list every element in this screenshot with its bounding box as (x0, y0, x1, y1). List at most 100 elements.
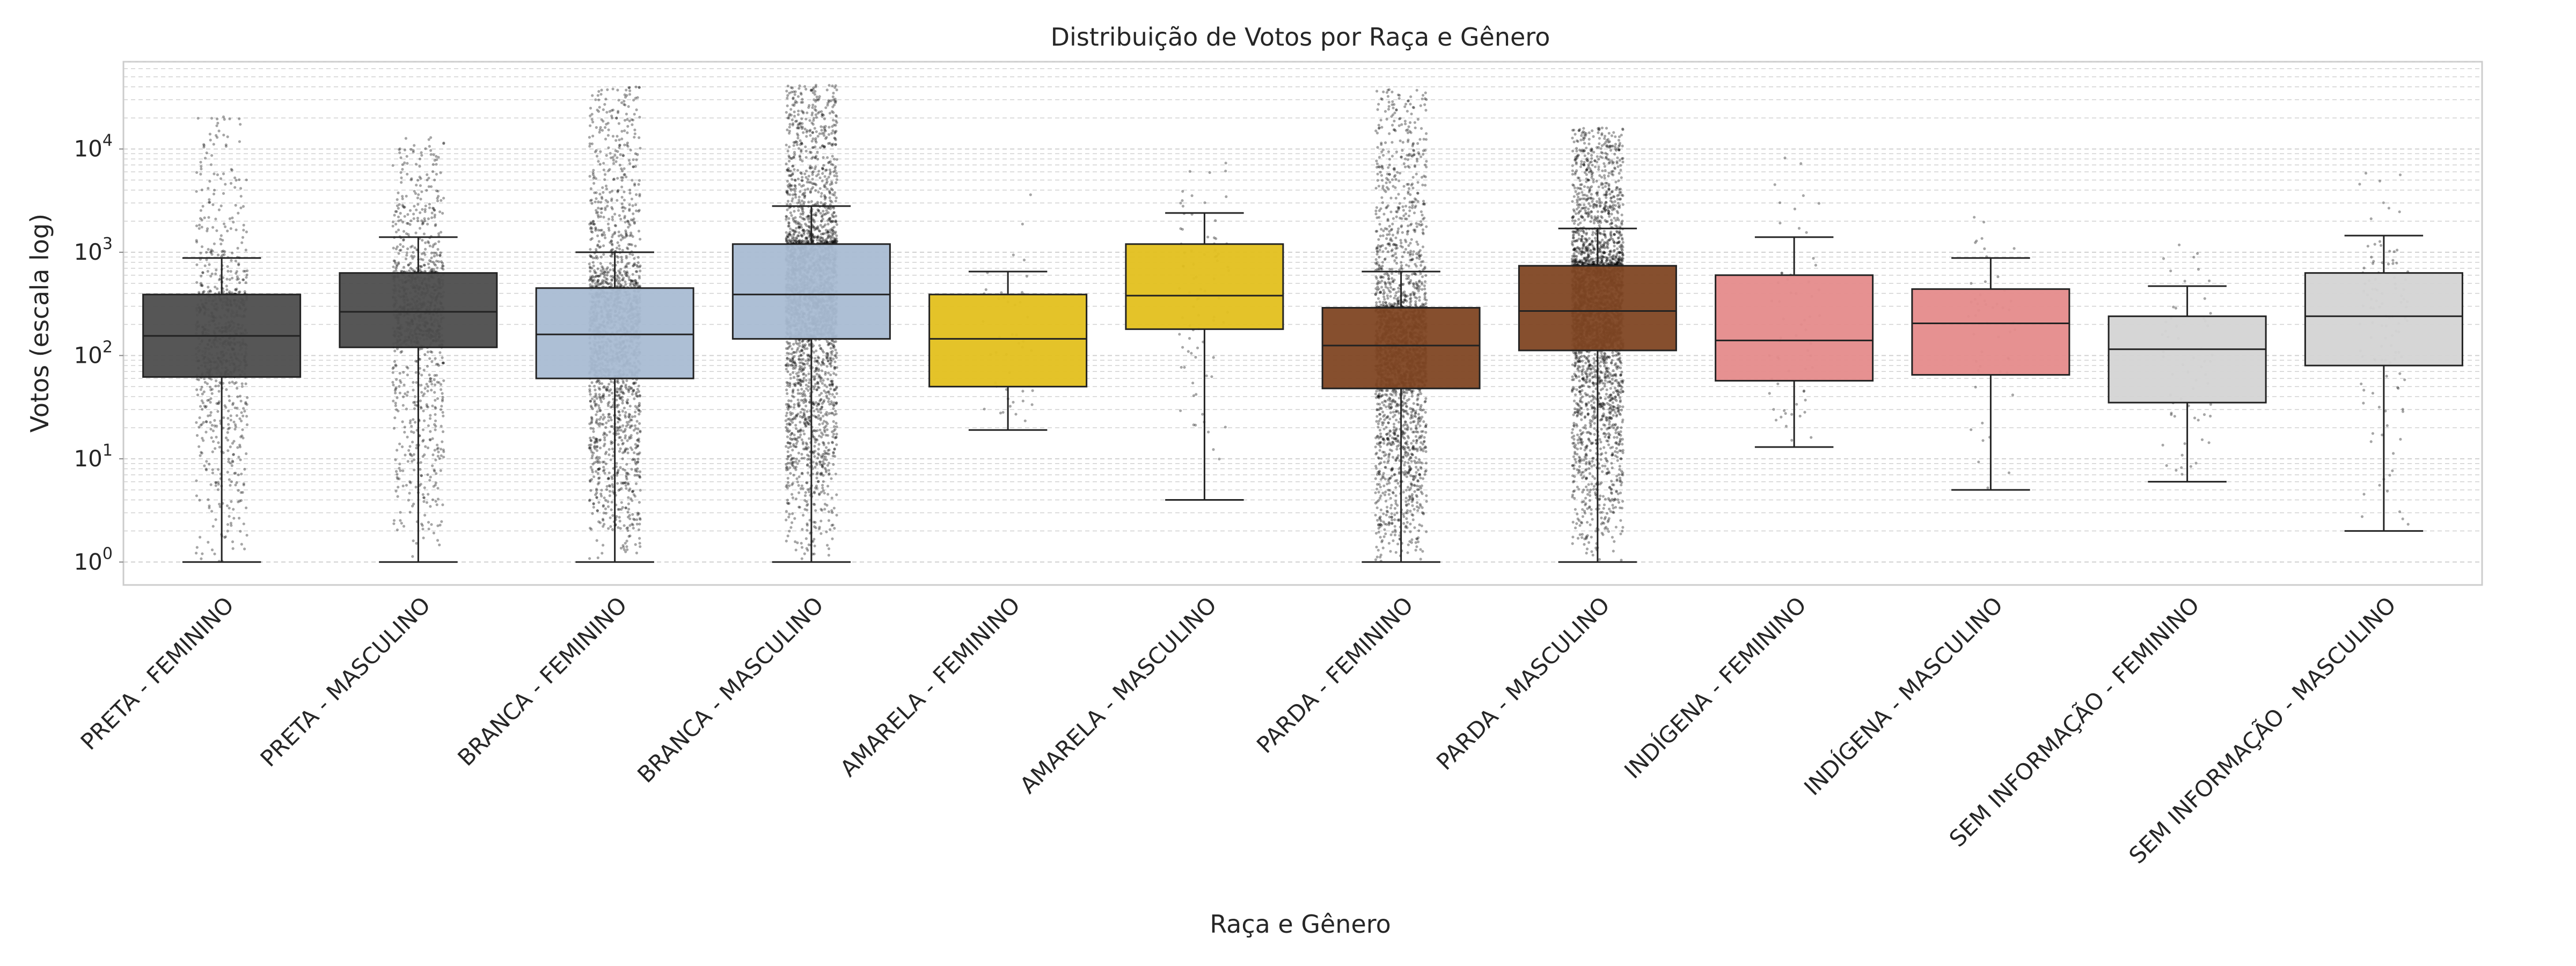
data-point (789, 123, 792, 126)
data-point (398, 463, 401, 465)
data-point (618, 244, 620, 247)
data-point (206, 151, 208, 154)
data-point (620, 101, 623, 104)
data-point (435, 500, 437, 503)
data-point (427, 473, 429, 476)
data-point (589, 527, 591, 530)
data-point (625, 231, 627, 234)
data-point (222, 416, 225, 419)
data-point (405, 484, 408, 487)
data-point (426, 501, 428, 504)
data-point (616, 380, 618, 383)
data-point (628, 524, 631, 527)
data-point (631, 490, 634, 493)
data-point (210, 436, 213, 439)
data-point (603, 431, 605, 434)
data-point (602, 244, 605, 247)
data-point (623, 548, 626, 551)
data-point (592, 169, 595, 172)
data-point (625, 447, 627, 450)
data-point (422, 500, 425, 503)
data-point (442, 197, 445, 200)
data-point (625, 463, 628, 466)
data-point (638, 422, 641, 425)
data-point (603, 436, 606, 439)
data-point (413, 144, 415, 147)
data-point (207, 498, 209, 501)
data-point (619, 144, 621, 147)
data-point (202, 205, 204, 208)
data-point (605, 111, 608, 114)
data-point (246, 396, 248, 399)
data-point (399, 511, 401, 514)
data-point (234, 472, 237, 474)
data-point (606, 89, 609, 91)
data-point (617, 508, 619, 511)
data-point (433, 532, 435, 535)
data-point (638, 475, 641, 478)
data-point (787, 155, 790, 157)
data-point (620, 274, 623, 276)
data-point (394, 223, 397, 225)
data-point (626, 125, 629, 128)
data-point (402, 266, 405, 268)
data-point (409, 219, 412, 222)
data-point (814, 360, 816, 363)
data-point (616, 247, 618, 250)
data-point (201, 284, 203, 287)
data-point (230, 227, 232, 230)
data-point (234, 484, 237, 486)
data-point (245, 415, 248, 418)
data-point (205, 251, 208, 254)
data-point (607, 170, 610, 172)
data-point (596, 397, 598, 400)
data-point (619, 218, 622, 221)
data-point (218, 446, 221, 449)
data-point (230, 182, 232, 185)
data-point (794, 424, 797, 427)
data-point (619, 396, 621, 399)
data-point (793, 115, 796, 118)
data-point (611, 514, 614, 517)
data-point (409, 481, 412, 484)
data-point (599, 262, 602, 265)
data-point (195, 494, 198, 497)
data-point (786, 180, 789, 182)
data-point (228, 290, 231, 293)
data-point (200, 558, 202, 560)
data-point (220, 204, 223, 207)
data-point (442, 379, 445, 382)
data-point (433, 378, 436, 381)
data-point (623, 129, 626, 132)
data-point (210, 484, 213, 486)
data-point (427, 493, 429, 495)
data-point (204, 265, 207, 267)
data-point (620, 137, 623, 140)
data-point (426, 365, 429, 368)
data-point (426, 383, 428, 385)
data-point (593, 192, 596, 194)
data-point (602, 191, 604, 194)
data-point (627, 502, 630, 505)
data-point (226, 265, 229, 268)
data-point (601, 234, 604, 237)
data-point (195, 264, 198, 266)
data-point (588, 145, 591, 148)
data-point (836, 514, 838, 516)
data-point (632, 273, 634, 276)
data-point (232, 508, 235, 510)
data-point (425, 189, 428, 192)
data-point (235, 272, 237, 275)
data-point (198, 224, 201, 226)
data-point (598, 467, 601, 470)
data-point (628, 90, 631, 92)
data-point (441, 212, 444, 215)
data-point (608, 383, 610, 385)
data-point (590, 420, 593, 423)
data-point (423, 270, 426, 273)
data-point (605, 268, 608, 271)
data-point (601, 197, 603, 200)
data-point (603, 438, 606, 441)
data-point (596, 283, 598, 286)
data-point (620, 385, 623, 388)
